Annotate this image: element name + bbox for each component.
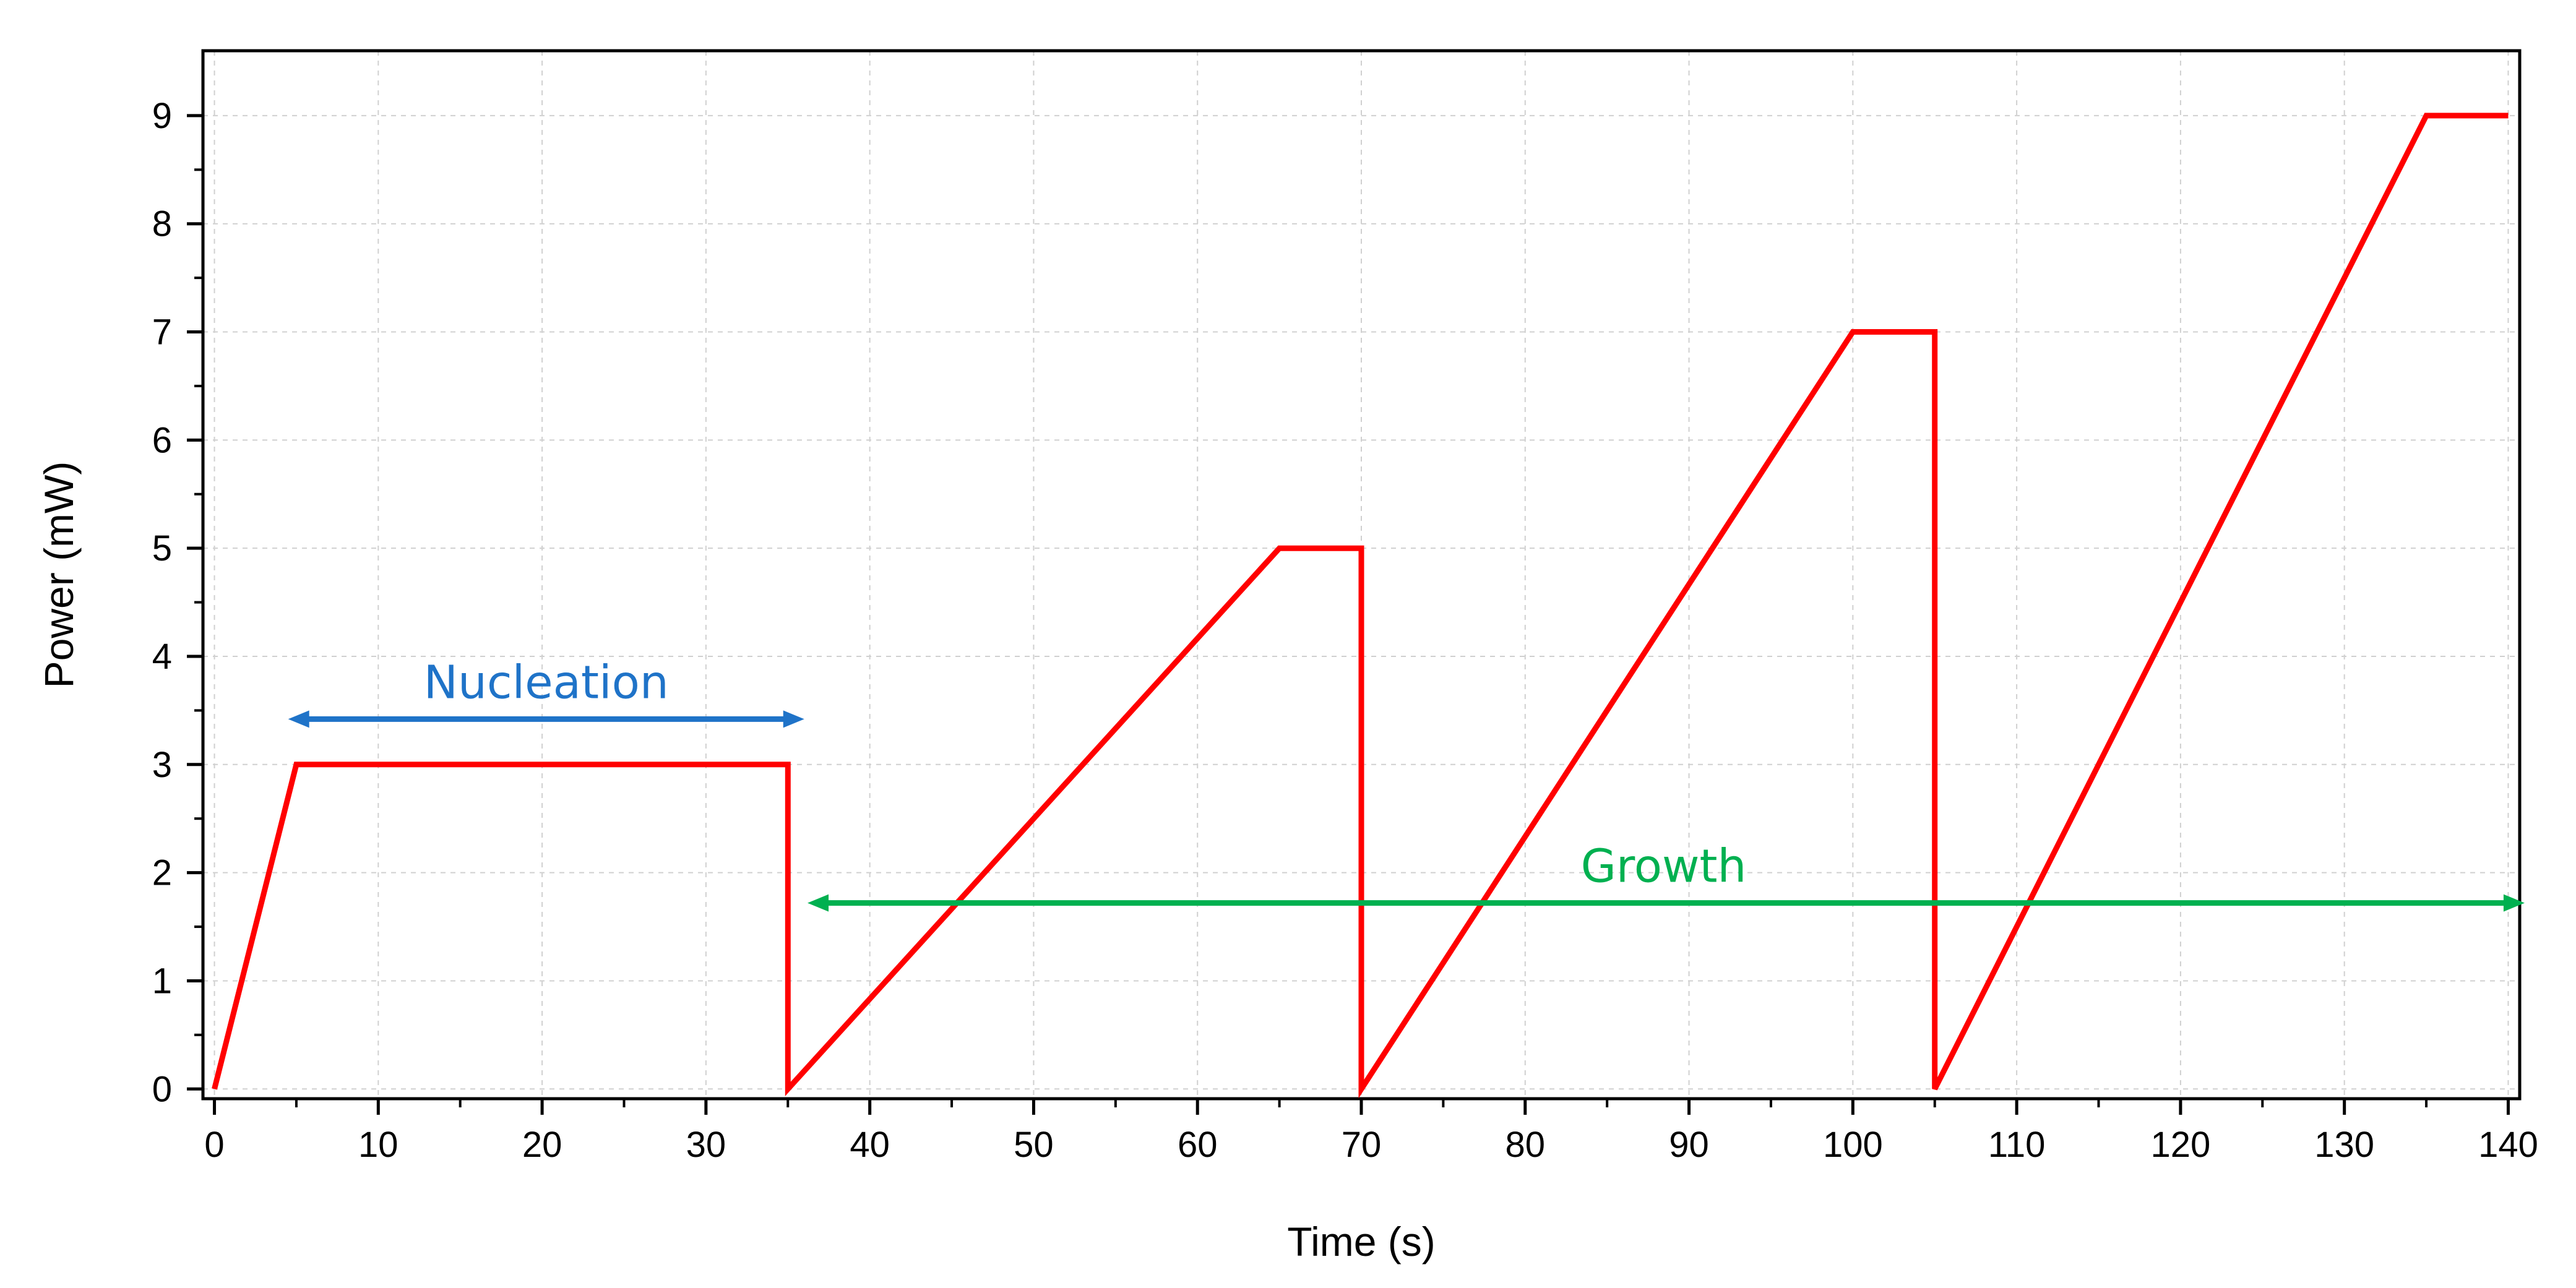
y-tick-label: 2 [152, 853, 172, 893]
annotation-growth: Growth [808, 840, 2525, 912]
annotation-arrowhead-right [783, 710, 804, 728]
y-tick-label: 6 [152, 420, 172, 460]
x-tick-label: 90 [1669, 1125, 1709, 1165]
x-tick-label: 80 [1506, 1125, 1546, 1165]
y-tick-label: 0 [152, 1069, 172, 1109]
y-tick-label: 1 [152, 961, 172, 1001]
x-tick-label: 100 [1823, 1125, 1883, 1165]
x-tick-label: 130 [2314, 1125, 2374, 1165]
annotation-layer: Nucleation Growth [288, 656, 2525, 912]
y-axis-title: Power (mW) [36, 462, 82, 689]
x-tick-label: 50 [1014, 1125, 1054, 1165]
x-tick-label: 60 [1178, 1125, 1218, 1165]
x-axis-title: Time (s) [1287, 1219, 1436, 1264]
annotation-nucleation: Nucleation [288, 656, 804, 728]
annotation-arrowhead-right [2503, 894, 2525, 912]
y-tick-label: 4 [152, 637, 172, 677]
x-tick-label: 120 [2151, 1125, 2211, 1165]
y-tick-label: 3 [152, 745, 172, 785]
annotation-label: Growth [1581, 840, 1747, 893]
x-tick-label: 10 [358, 1125, 398, 1165]
x-tick-label: 20 [522, 1125, 562, 1165]
y-tick-label: 8 [152, 204, 172, 244]
annotation-arrowhead-left [808, 894, 829, 912]
x-tick-label: 110 [1988, 1125, 2045, 1165]
power-series-line [212, 113, 2509, 1099]
y-tick-label: 5 [152, 528, 172, 569]
x-tick-label: 70 [1342, 1125, 1382, 1165]
y-tick-label: 9 [152, 96, 172, 136]
x-tick-label: 140 [2478, 1125, 2538, 1165]
x-tick-label: 0 [204, 1125, 224, 1165]
annotation-arrowhead-left [288, 710, 309, 728]
x-tick-label: 40 [850, 1125, 890, 1165]
x-tick-label: 30 [686, 1125, 726, 1165]
series-layer [212, 113, 2509, 1099]
annotation-label: Nucleation [424, 656, 669, 709]
y-tick-label: 7 [152, 312, 172, 353]
tick-layer: 0 10 20 30 40 50 60 70 80 90 100 110 120 130 140 0 1 2 3 4 5… [152, 96, 2538, 1165]
